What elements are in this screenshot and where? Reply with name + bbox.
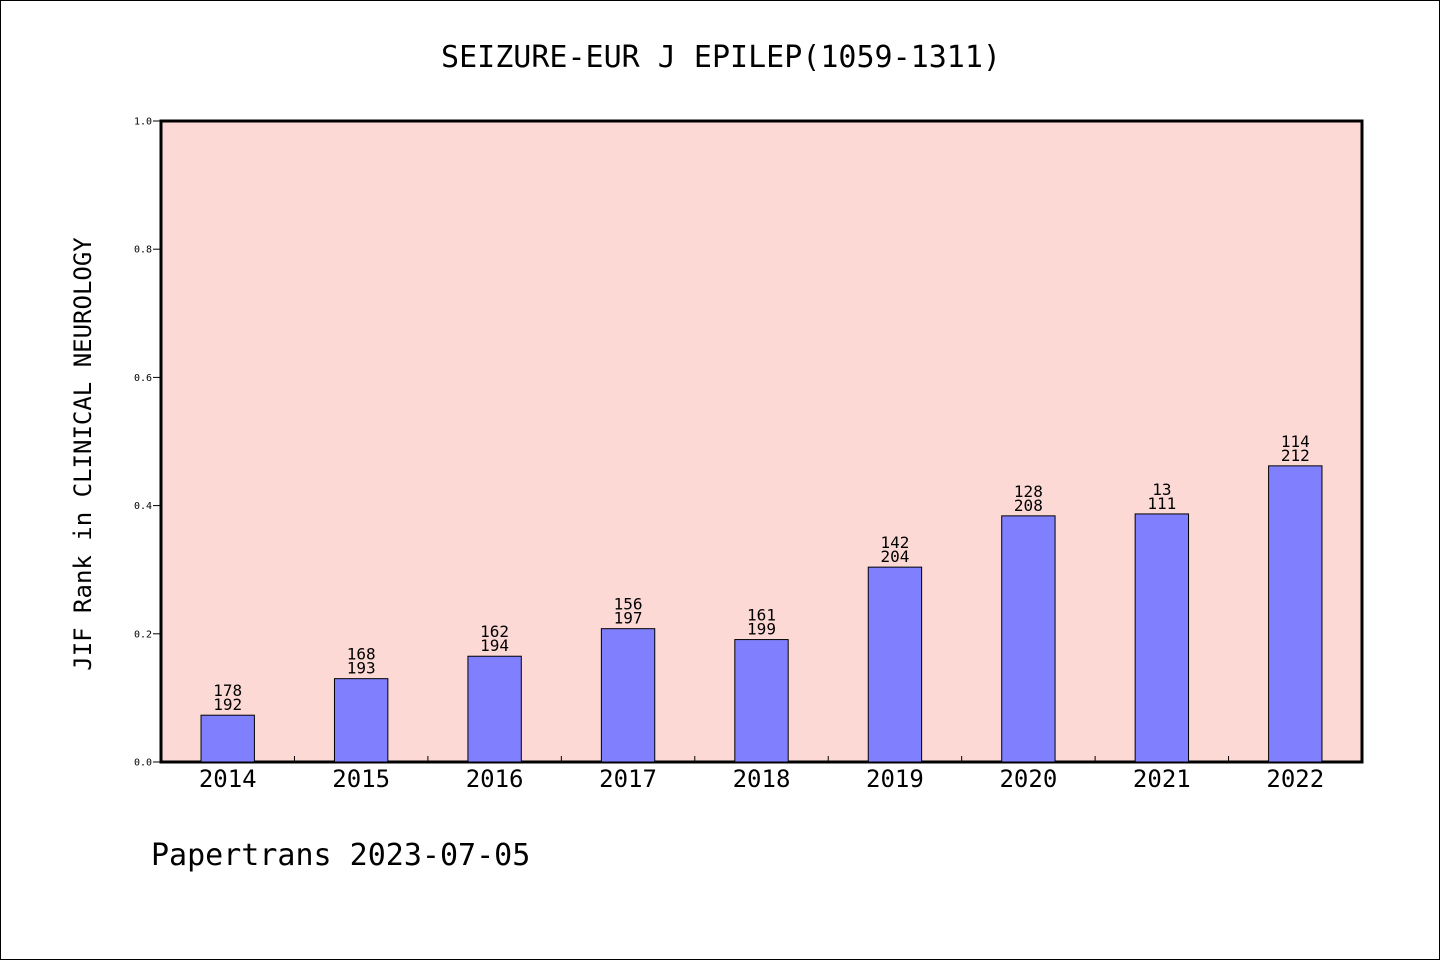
y-tick-label: 0.8 xyxy=(134,245,152,256)
y-tick-label: 0.2 xyxy=(134,629,152,640)
y-tick-label: 1.0 xyxy=(134,117,152,128)
data-label-rank: 168 xyxy=(347,645,376,664)
x-tick-label: 2016 xyxy=(466,765,524,793)
bar xyxy=(1001,515,1056,763)
x-tick-label: 2015 xyxy=(332,765,390,793)
data-label-rank: 178 xyxy=(213,681,242,700)
x-tick-label: 2018 xyxy=(733,765,791,793)
bar xyxy=(200,714,255,763)
bar xyxy=(867,566,923,763)
data-label-total: 204 xyxy=(880,547,909,566)
data-label-total: 194 xyxy=(480,636,509,655)
chart-title: SEIZURE-EUR J EPILEP(1059-1311) xyxy=(441,40,1001,75)
x-axis-ticks: 2014 2015 2016 2017 2018 2019 2020 2021 2022 xyxy=(199,756,1324,793)
data-label-total: 212 xyxy=(1281,446,1310,465)
footer-text: Papertrans 2023-07-05 xyxy=(151,838,530,873)
bar xyxy=(600,628,656,763)
data-label-total: 197 xyxy=(614,609,643,628)
x-tick-label: 2020 xyxy=(999,765,1057,793)
bar xyxy=(1268,465,1323,763)
x-tick-label: 2014 xyxy=(199,765,257,793)
x-tick-label: 2021 xyxy=(1133,765,1191,793)
data-label-rank: 162 xyxy=(480,622,509,641)
data-label-total: 111 xyxy=(1147,494,1176,513)
bar xyxy=(333,678,389,763)
bar xyxy=(1134,513,1190,763)
data-label-rank: 114 xyxy=(1281,432,1310,451)
bar xyxy=(734,639,789,763)
x-tick-label: 2019 xyxy=(866,765,924,793)
data-label-total: 193 xyxy=(347,659,376,678)
bar xyxy=(467,655,522,763)
x-tick-label: 2017 xyxy=(599,765,657,793)
data-label-rank: 161 xyxy=(747,606,776,625)
y-tick-label: 0.0 xyxy=(134,758,152,769)
data-label-rank: 156 xyxy=(614,595,643,614)
data-label-rank: 128 xyxy=(1014,482,1043,501)
y-tick-label: 0.6 xyxy=(134,373,152,384)
data-label-rank: 142 xyxy=(880,533,909,552)
y-axis-label: JIF Rank in CLINICAL NEUROLOGY xyxy=(69,237,97,671)
data-label-total: 192 xyxy=(213,695,242,714)
y-axis-ticks: 0.0 0.2 0.4 0.6 0.8 1.0 xyxy=(134,117,161,769)
data-label-total: 199 xyxy=(747,620,776,639)
data-label-rank: 13 xyxy=(1152,480,1171,499)
x-tick-label: 2022 xyxy=(1266,765,1324,793)
y-tick-label: 0.4 xyxy=(134,501,152,512)
data-label-total: 208 xyxy=(1014,496,1043,515)
